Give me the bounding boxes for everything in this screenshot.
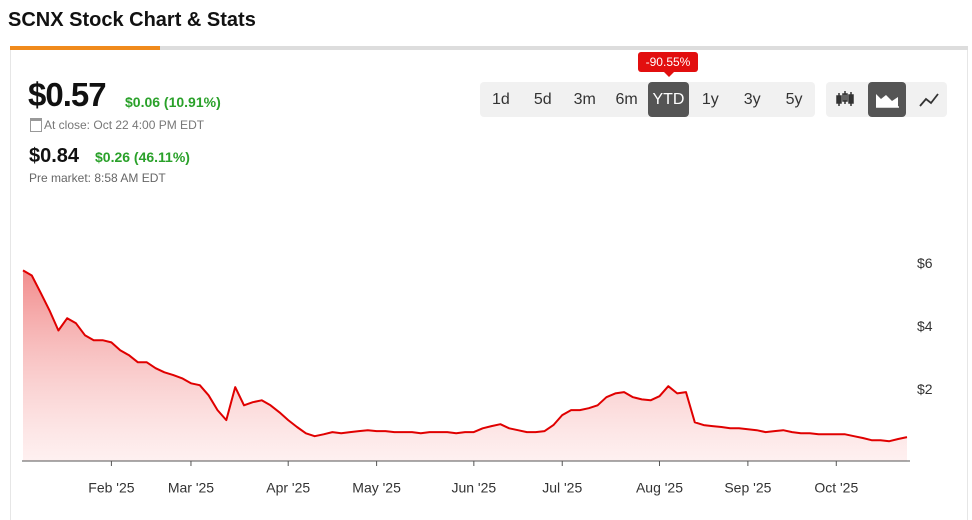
calendar-icon (30, 118, 42, 132)
y-tick-label: $4 (917, 318, 933, 334)
premarket-time: Pre market: 8:58 AM EDT (29, 171, 166, 185)
candle-button[interactable] (836, 91, 854, 106)
range-badge: -90.55% (638, 52, 698, 72)
range-selector: 1d 5d 3m 6m YTD 1y 3y 5y (480, 82, 815, 117)
price: $0.57 (28, 76, 107, 113)
range-button[interactable]: 3m (573, 91, 596, 108)
x-tick-label: Jun '25 (451, 480, 496, 496)
tab-rule (10, 46, 968, 50)
x-tick-label: Apr '25 (266, 480, 310, 496)
y-tick-label: $2 (917, 381, 933, 397)
badge-pointer (664, 72, 674, 77)
x-tick-label: Oct '25 (814, 480, 858, 496)
range-button[interactable]: YTD (647, 82, 690, 117)
x-tick-label: Feb '25 (88, 480, 134, 496)
price-change: $0.06 (10.91%) (125, 94, 221, 110)
range-button[interactable]: 1d (492, 91, 510, 108)
page-title: SCNX Stock Chart & Stats (8, 9, 256, 31)
tab-accent (10, 46, 160, 50)
range-button[interactable]: 5d (533, 91, 552, 108)
close-time: At close: Oct 22 4:00 PM EDT (44, 118, 205, 132)
x-tick-label: Aug '25 (636, 480, 683, 496)
chart-type-selector (826, 82, 947, 117)
range-button[interactable]: 5y (785, 91, 803, 108)
line-button[interactable] (919, 93, 939, 107)
x-tick-label: Jul '25 (542, 480, 582, 496)
price-line (22, 269, 908, 443)
range-button[interactable]: 6m (615, 91, 638, 108)
x-tick-label: Mar '25 (168, 480, 214, 496)
area-fill (23, 270, 907, 461)
y-tick-label: $6 (917, 255, 933, 271)
x-tick-label: Sep '25 (724, 480, 771, 496)
x-tick-label: May '25 (352, 480, 401, 496)
premarket-price: $0.84 (29, 145, 80, 167)
chart-type-icons (836, 82, 939, 117)
card (10, 50, 968, 520)
range-button[interactable]: 3y (743, 91, 761, 108)
range-button[interactable]: 1y (701, 91, 719, 108)
area-icon (876, 94, 898, 107)
premarket-change: $0.26 (46.11%) (95, 149, 190, 165)
